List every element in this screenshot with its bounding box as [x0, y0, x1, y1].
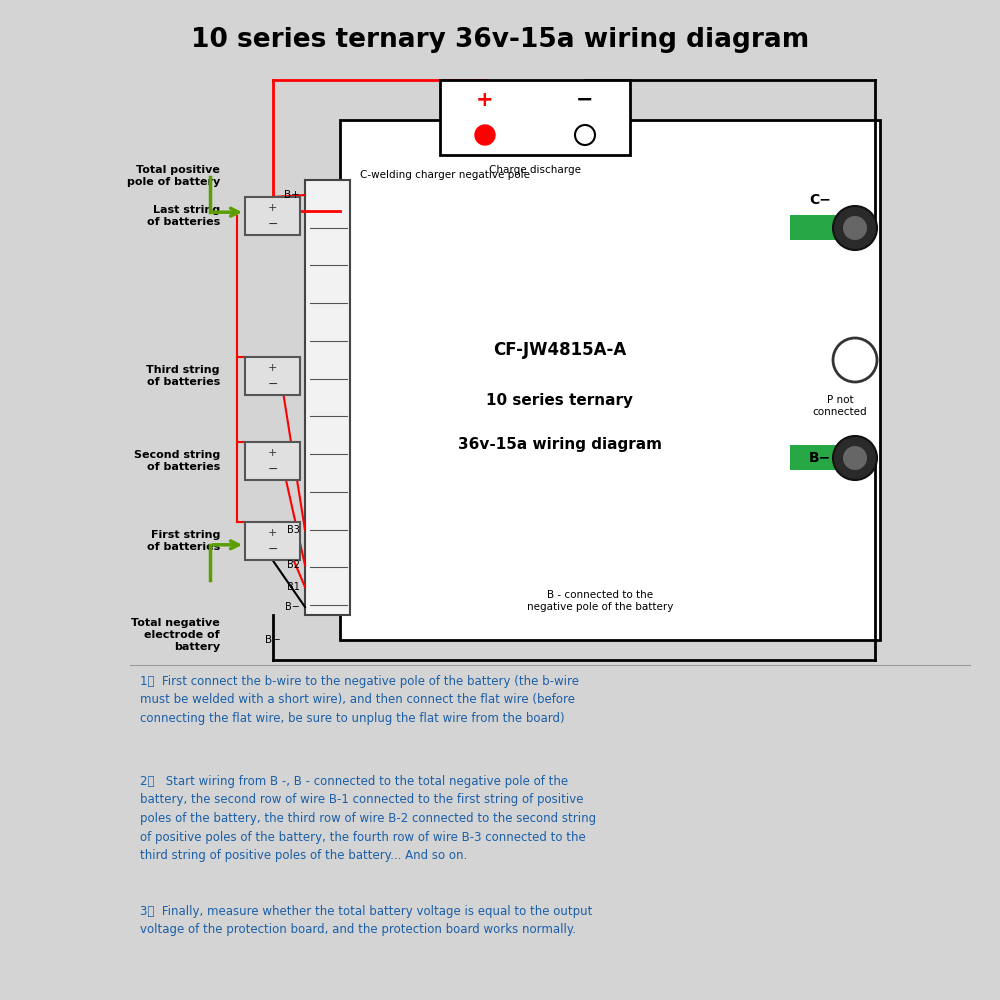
Circle shape	[843, 216, 867, 240]
Text: P not
connected: P not connected	[813, 395, 867, 417]
Text: 1、  First connect the b-wire to the negative pole of the battery (the b-wire
mus: 1、 First connect the b-wire to the negat…	[140, 675, 579, 725]
Text: +: +	[268, 203, 277, 213]
Text: −: −	[267, 543, 278, 556]
Text: 10 series ternary 36v-15a wiring diagram: 10 series ternary 36v-15a wiring diagram	[191, 27, 809, 53]
Text: +: +	[268, 363, 277, 373]
Bar	[305, 180, 350, 615]
Text: B - connected to the
negative pole of the battery: B - connected to the negative pole of th…	[527, 590, 673, 612]
Circle shape	[833, 338, 877, 382]
Text: B3: B3	[287, 525, 300, 535]
Bar	[340, 120, 880, 640]
Text: Total negative
electrode of
battery: Total negative electrode of battery	[131, 618, 220, 652]
Text: 10 series ternary: 10 series ternary	[486, 392, 634, 408]
Text: −: −	[267, 218, 278, 231]
Circle shape	[843, 446, 867, 470]
Bar	[790, 445, 860, 470]
Text: CF-JW4815A-A: CF-JW4815A-A	[493, 341, 627, 359]
Bar	[440, 80, 630, 155]
Text: C-welding charger negative pole: C-welding charger negative pole	[360, 170, 530, 180]
Bar	[245, 197, 300, 235]
Bar	[245, 522, 300, 560]
Text: Total positive
pole of battery: Total positive pole of battery	[127, 165, 220, 187]
Text: 36v-15a wiring diagram: 36v-15a wiring diagram	[458, 438, 662, 452]
Text: 3、  Finally, measure whether the total battery voltage is equal to the output
vo: 3、 Finally, measure whether the total ba…	[140, 905, 592, 936]
Text: 2、   Start wiring from B -, B - connected to the total negative pole of the
batt: 2、 Start wiring from B -, B - connected …	[140, 775, 596, 862]
Text: +: +	[268, 528, 277, 538]
Text: C−: C−	[809, 193, 831, 207]
Bar	[790, 215, 860, 240]
Text: B+: B+	[284, 190, 300, 200]
Circle shape	[833, 436, 877, 480]
Text: +: +	[476, 90, 494, 110]
Text: B1: B1	[287, 582, 300, 592]
Text: Last string
of batteries: Last string of batteries	[147, 205, 220, 227]
Text: Second string
of batteries: Second string of batteries	[134, 450, 220, 472]
Text: B2: B2	[287, 560, 300, 570]
Text: +: +	[268, 448, 277, 458]
Circle shape	[575, 125, 595, 145]
Bar	[245, 442, 300, 480]
Text: First string
of batteries: First string of batteries	[147, 530, 220, 552]
Text: −: −	[576, 90, 594, 110]
Circle shape	[833, 206, 877, 250]
Text: Charge discharge: Charge discharge	[489, 165, 581, 175]
Text: Third string
of batteries: Third string of batteries	[146, 365, 220, 387]
Bar	[245, 357, 300, 395]
Circle shape	[475, 125, 495, 145]
Text: B−: B−	[809, 451, 831, 465]
Text: B−: B−	[285, 602, 300, 612]
Text: −: −	[267, 378, 278, 391]
Text: −: −	[267, 463, 278, 476]
Text: B−: B−	[265, 635, 280, 645]
